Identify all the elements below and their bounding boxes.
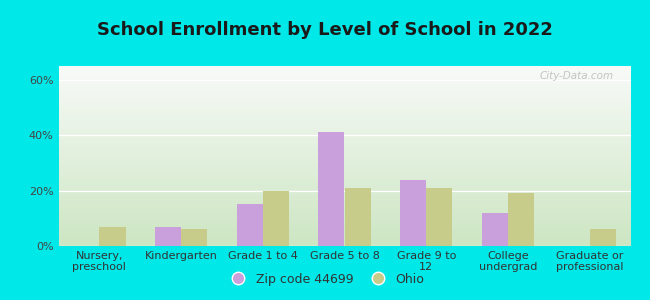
- Bar: [263, 190, 289, 246]
- Bar: [508, 194, 534, 246]
- Text: School Enrollment by Level of School in 2022: School Enrollment by Level of School in …: [97, 21, 553, 39]
- Bar: [181, 230, 207, 246]
- Bar: [426, 188, 452, 246]
- Bar: [482, 213, 508, 246]
- Bar: [99, 226, 125, 246]
- Legend: Zip code 44699, Ohio: Zip code 44699, Ohio: [220, 268, 430, 291]
- Bar: [318, 133, 344, 246]
- Bar: [590, 230, 616, 246]
- Text: City-Data.com: City-Data.com: [540, 71, 614, 81]
- Bar: [155, 226, 181, 246]
- Bar: [344, 188, 370, 246]
- Bar: [400, 179, 426, 246]
- Bar: [237, 205, 263, 246]
